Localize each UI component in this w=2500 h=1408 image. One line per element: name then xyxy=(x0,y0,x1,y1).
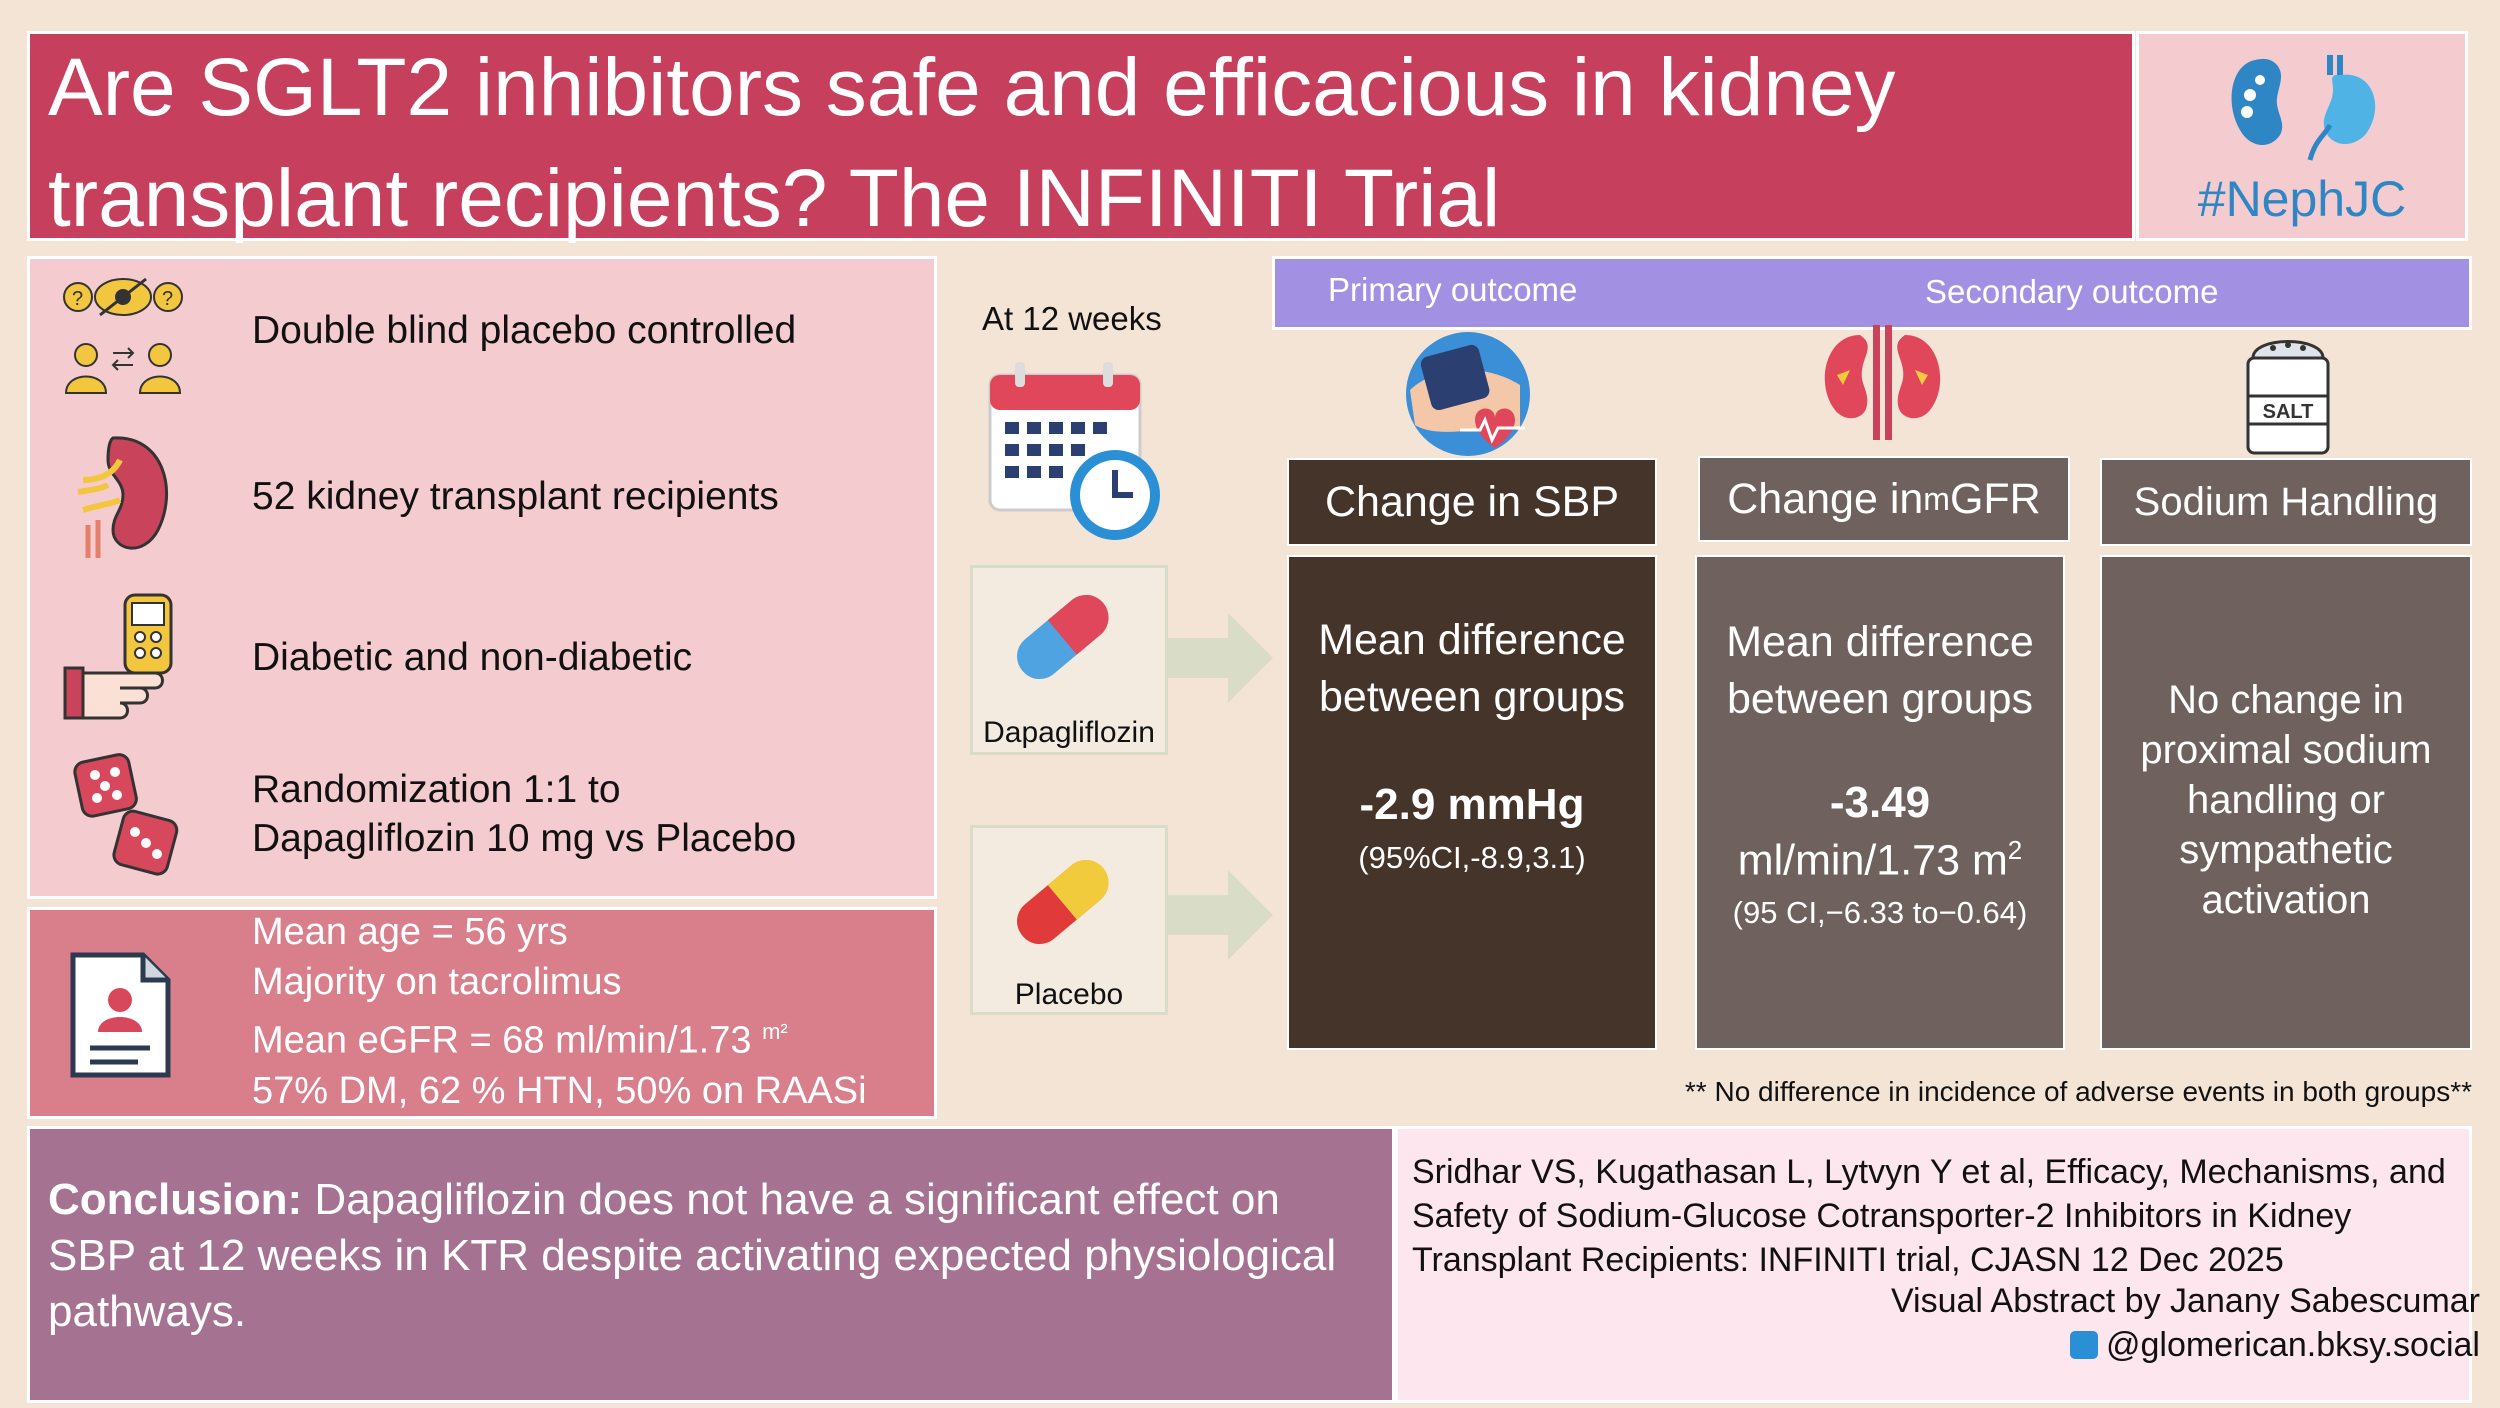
mgfr-value: -3.49 xyxy=(1829,778,1931,827)
adverse-events-note: ** No difference in incidence of adverse… xyxy=(1684,1076,2472,1107)
baseline-tacrolimus: Majority on tacrolimus xyxy=(252,961,622,1003)
mgfr-result-panel xyxy=(1695,555,2065,1050)
calendar-clock-icon xyxy=(988,362,1160,540)
citation-line-1: Sridhar VS, Kugathasan L, Lytvyn Y et al… xyxy=(1412,1153,2446,1191)
author-handle-text[interactable]: @glomerican.bksy.social xyxy=(2105,1326,2480,1364)
baseline-egfr: Mean eGFR = 68 ml/min/1.73 m² xyxy=(252,1019,788,1062)
timepoint-label: At 12 weeks xyxy=(982,300,1162,337)
svg-text:?: ? xyxy=(72,288,83,310)
placebo-label: Placebo xyxy=(1014,978,1124,1011)
design-item-randomization-1: Randomization 1:1 to xyxy=(252,768,621,811)
svg-text:SALT: SALT xyxy=(2263,401,2314,423)
mgfr-unit: ml/min/1.73 m2 xyxy=(1737,835,2023,885)
blue-red-capsule-icon xyxy=(1017,594,1109,680)
kidney-icon xyxy=(77,436,169,558)
sbp-result-panel xyxy=(1287,555,1657,1050)
primary-outcome-label: Primary outcome xyxy=(1328,271,1578,308)
baseline-panel xyxy=(27,907,937,1119)
nephjc-hashtag: #NephJC xyxy=(2197,171,2407,227)
arrow-right-icon xyxy=(1168,613,1273,703)
conclusion-body: Dapagliflozin does not have a significan… xyxy=(48,1175,1337,1336)
sodium-description: No change in proximal sodium handling or… xyxy=(2140,678,2432,922)
design-item-randomization-2: Dapagliflozin 10 mg vs Placebo xyxy=(252,817,797,860)
sbp-ci: (95%CI,-8.9,3.1) xyxy=(1358,840,1586,875)
design-item-blinding: Double blind placebo controlled xyxy=(252,309,797,352)
outcome-header-bar xyxy=(1272,256,2472,330)
mgfr-header: Change in m GFR xyxy=(1698,456,2070,542)
sbp-header: Change in SBP xyxy=(1287,458,1657,546)
page-title: Are SGLT2 inhibitors safe and efficaciou… xyxy=(48,42,1896,244)
mgfr-description: Mean difference between groups xyxy=(1726,618,2034,723)
conclusion-panel xyxy=(27,1126,1395,1403)
svg-text:?: ? xyxy=(162,288,173,310)
sodium-result-panel xyxy=(2100,555,2472,1050)
baseline-characteristics: Mean age = 56 yrs Majority on tacrolimus… xyxy=(252,907,932,1116)
dice-icon xyxy=(73,753,179,876)
design-item-participants: 52 kidney transplant recipients xyxy=(252,475,779,518)
author-handle: @glomerican.bksy.social xyxy=(1395,1326,2480,1365)
title-banner xyxy=(27,31,2135,241)
citation-panel xyxy=(1395,1126,2472,1403)
baseline-age: Mean age = 56 yrs xyxy=(252,911,568,953)
design-item-diabetic: Diabetic and non-diabetic xyxy=(252,636,693,679)
visual-abstract-author: Visual Abstract by Janany Sabescumar xyxy=(1890,1282,2480,1320)
sbp-value: -2.9 mmHg xyxy=(1359,780,1585,829)
citation-line-2: Safety of Sodium-Glucose Cotransporter-2… xyxy=(1412,1197,2352,1235)
yellow-red-capsule-icon xyxy=(1017,859,1109,945)
glucometer-icon xyxy=(63,593,173,720)
citation-line-3: Transplant Recipients: INFINITI trial, C… xyxy=(1412,1241,2284,1279)
secondary-outcome-label: Secondary outcome xyxy=(1925,273,2219,310)
sbp-description: Mean difference between groups xyxy=(1318,616,1626,721)
study-design-panel xyxy=(27,256,937,899)
conclusion-text: Conclusion: Dapagliflozin does not have … xyxy=(48,1172,1368,1340)
citation-text: Sridhar VS, Kugathasan L, Lytvyn Y et al… xyxy=(1412,1150,2472,1282)
sodium-header: Sodium Handling xyxy=(2100,458,2472,546)
blinded-people-icon: ? ? xyxy=(63,277,183,394)
mgfr-ci: (95 CI,−6.33 to−0.64) xyxy=(1732,895,2028,930)
salt-shaker-icon: SALT xyxy=(2246,340,2330,455)
kidney-logo-icon xyxy=(2231,55,2376,161)
logo-panel xyxy=(2136,31,2468,241)
bluesky-icon xyxy=(2069,1331,2098,1359)
arrow-right-icon xyxy=(1168,870,1273,960)
dapagliflozin-label: Dapagliflozin xyxy=(983,716,1155,749)
baseline-comorbidities: 57% DM, 62 % HTN, 50% on RAASi xyxy=(252,1069,867,1112)
kidneys-icon xyxy=(1824,325,1941,440)
blood-pressure-icon xyxy=(1406,332,1530,456)
conclusion-label: Conclusion: xyxy=(48,1175,303,1224)
patient-record-icon xyxy=(70,952,171,1078)
